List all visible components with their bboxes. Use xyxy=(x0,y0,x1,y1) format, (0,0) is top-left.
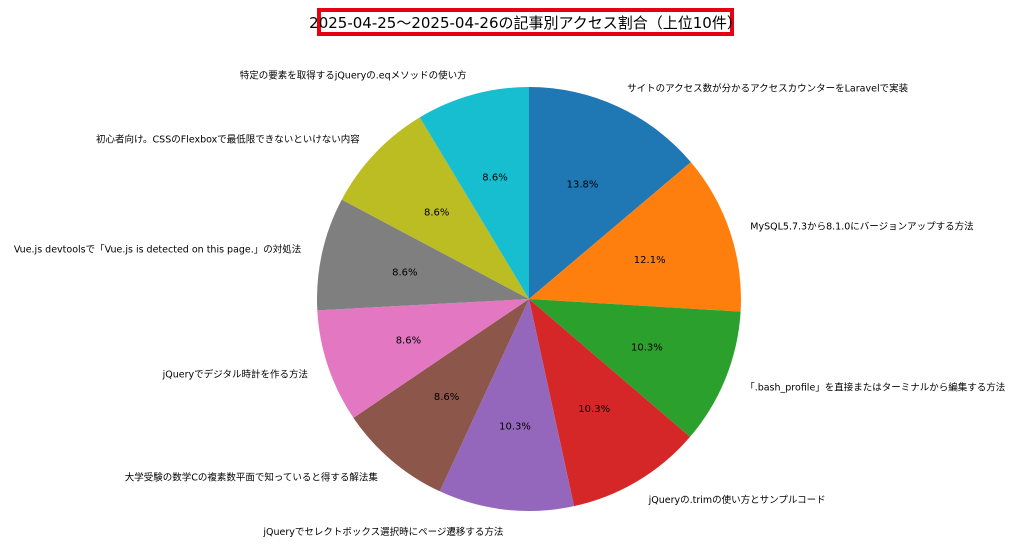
slice-category-label-9: 初心者向け。CSSのFlexboxで最低限できないといけない内容 xyxy=(96,134,360,146)
pie-slice-4 xyxy=(529,299,691,507)
pie-slice-2 xyxy=(529,162,741,312)
slice-category-label-7: jQueryでデジタル時計を作る方法 xyxy=(162,368,308,380)
slice-pct-label-5: 10.3% xyxy=(499,421,531,432)
slice-pct-label-8: 8.6% xyxy=(392,268,417,279)
slice-pct-label-6: 8.6% xyxy=(434,392,459,403)
slice-category-label-8: Vue.js devtoolsで「Vue.js is detected on t… xyxy=(14,244,301,256)
slice-pct-label-7: 8.6% xyxy=(396,336,421,347)
slice-category-label-6: 大学受験の数学Cの複素数平面で知っていると得する解法集 xyxy=(125,472,379,484)
slice-pct-label-10: 8.6% xyxy=(482,172,507,183)
slice-category-label-3: 「.bash_profile」を直接またはターミナルから編集する方法 xyxy=(745,381,1005,393)
slice-pct-label-9: 8.6% xyxy=(424,208,449,219)
slice-category-label-4: jQueryの.trimの使い方とサンプルコード xyxy=(648,494,826,506)
slice-pct-label-4: 10.3% xyxy=(578,404,610,415)
slice-category-label-10: 特定の要素を取得するjQueryの.eqメソッドの使い方 xyxy=(240,69,467,81)
pie-slice-3 xyxy=(529,299,741,437)
pie-slice-8 xyxy=(316,199,529,311)
chart-title-text: 2025-04-25〜2025-04-26の記事別アクセス割合（上位10件） xyxy=(309,13,742,32)
chart-title: 2025-04-25〜2025-04-26の記事別アクセス割合（上位10件） xyxy=(309,8,742,36)
pie-slice-7 xyxy=(317,299,529,418)
pie-slice-1 xyxy=(529,87,691,299)
pie-slice-10 xyxy=(419,87,529,299)
slice-pct-label-3: 10.3% xyxy=(631,343,663,354)
pie-slice-5 xyxy=(439,299,575,511)
slice-category-label-2: MySQL5.7.3から8.1.0にバージョンアップする方法 xyxy=(750,220,973,232)
pie-slice-6 xyxy=(353,299,529,492)
pie-slice-9 xyxy=(341,117,529,299)
slice-category-label-1: サイトのアクセス数が分かるアクセスカウンターをLaravelで実装 xyxy=(627,83,908,95)
slice-pct-label-1: 13.8% xyxy=(567,180,599,191)
slice-pct-label-2: 12.1% xyxy=(634,255,666,266)
slice-category-label-5: jQueryでセレクトボックス選択時にページ遷移する方法 xyxy=(262,526,503,538)
